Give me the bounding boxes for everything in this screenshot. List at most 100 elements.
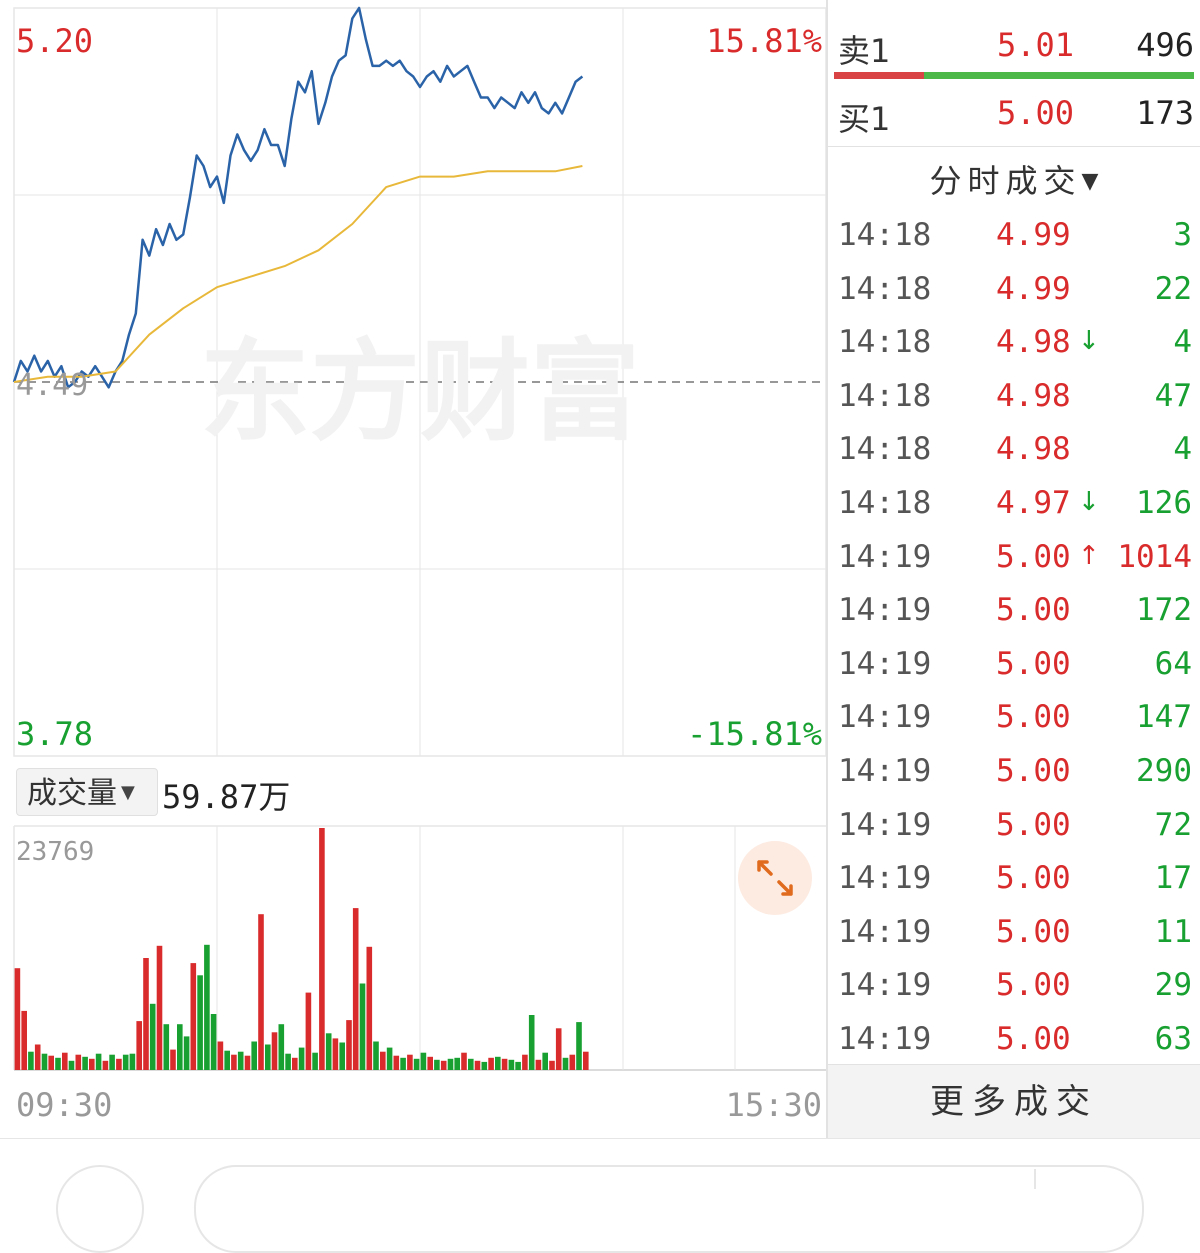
pct-max-label: 15.81% [706, 22, 822, 60]
volume-bar [366, 946, 373, 1070]
volume-bar [562, 1057, 569, 1070]
tick-volume: 3 [1173, 217, 1192, 253]
tick-time: 14:18 [838, 431, 932, 468]
tick-volume: 1014 [1117, 538, 1192, 575]
tick-row: 14:19 5.00 172 [828, 584, 1200, 637]
volume-bar [265, 1044, 271, 1070]
volume-bar [474, 1060, 481, 1070]
volume-bar [170, 1049, 176, 1070]
volume-bar [292, 1057, 298, 1070]
tick-row: 14:19 5.00 11 [828, 906, 1200, 959]
volume-max-label: 23769 [16, 837, 94, 867]
tick-price: 5.00 [996, 1021, 1071, 1057]
more-trades-button[interactable]: 更多成交 [828, 1064, 1200, 1139]
tick-time: 14:18 [838, 217, 932, 253]
triangle-down-icon: ▼ [121, 782, 135, 803]
tick-time: 14:19 [838, 699, 932, 736]
volume-bar [231, 1054, 237, 1070]
volume-bar [102, 1060, 109, 1070]
volume-bar [319, 828, 325, 1070]
volume-bar [332, 1038, 339, 1070]
price-line [12, 6, 584, 389]
volume-bar [14, 968, 21, 1070]
tick-volume: 290 [1136, 753, 1192, 789]
tick-price: 4.99 [996, 217, 1071, 253]
volume-indicator-selector[interactable]: 成交量 ▼ [16, 768, 158, 816]
volume-bar [197, 975, 203, 1070]
tick-volume: 126 [1136, 485, 1192, 521]
volume-bar [82, 1056, 88, 1070]
pct-min-label: -15.81% [687, 715, 822, 753]
tick-price: 5.00 [996, 913, 1071, 950]
tick-row: 14:19 5.00 63 [828, 1013, 1200, 1066]
volume-bar [109, 1054, 115, 1070]
volume-bar [190, 963, 197, 1070]
bottom-toolbar [0, 1138, 1200, 1253]
tick-row: 14:19 5.00 ↑ 1014 [828, 531, 1200, 584]
volume-bar [488, 1057, 494, 1070]
buy1-volume: 173 [1136, 94, 1194, 132]
triangle-down-icon: ▼ [1081, 169, 1099, 194]
volume-bar [555, 1028, 562, 1070]
volume-bar [68, 1060, 75, 1070]
volume-bar [440, 1060, 447, 1070]
price-max-label: 5.20 [16, 22, 93, 60]
volume-bar [28, 1051, 34, 1070]
tick-row: 14:18 4.99 22 [828, 263, 1200, 316]
volume-bar [149, 1003, 156, 1070]
tick-price: 5.00 [996, 645, 1071, 682]
volume-bar [183, 1036, 190, 1070]
volume-bar [41, 1053, 48, 1070]
volume-bar [278, 1024, 285, 1070]
tick-volume: 4 [1173, 324, 1192, 361]
tick-row: 14:18 4.98 ↓ 4 [828, 316, 1200, 369]
volume-indicator-label: 成交量 [27, 776, 117, 811]
tick-time: 14:19 [838, 645, 932, 682]
toolbar-input-field[interactable] [194, 1165, 1144, 1253]
tick-row: 14:19 5.00 17 [828, 852, 1200, 905]
tick-price: 4.98 [996, 377, 1071, 414]
volume-bar [434, 1059, 440, 1070]
tick-price: 5.00 [996, 592, 1071, 629]
sell-ratio-fill [834, 72, 924, 79]
tick-price: 4.97 [996, 485, 1071, 521]
volume-bar [528, 1015, 535, 1070]
tick-volume: 63 [1154, 1021, 1192, 1057]
expand-chart-button[interactable] [738, 841, 812, 915]
intraday-chart[interactable]: 东方财富 5.20 15.81% 4.49 3.78 -15.81% 23769 09:30 1… [0, 0, 828, 1138]
volume-bar [210, 1014, 217, 1070]
volume-bar [224, 1050, 230, 1070]
tick-row: 14:18 4.99 3 [828, 209, 1200, 262]
volume-bar [386, 1047, 393, 1070]
volume-bar [217, 1041, 224, 1070]
panel-divider [826, 0, 828, 1138]
buy1-label: 买1 [838, 100, 891, 138]
volume-bar [163, 1024, 170, 1070]
tick-row: 14:19 5.00 64 [828, 638, 1200, 691]
volume-bar [55, 1057, 61, 1070]
tick-price: 5.00 [996, 753, 1071, 789]
tick-time: 14:19 [838, 538, 932, 575]
volume-bar [339, 1042, 345, 1070]
tick-volume: 4 [1173, 431, 1192, 468]
volume-bar [122, 1054, 129, 1070]
volume-bar [508, 1059, 515, 1070]
volume-bar [116, 1058, 122, 1070]
volume-bar [481, 1061, 488, 1070]
tick-price: 4.99 [996, 270, 1071, 307]
tick-row: 14:18 4.98 4 [828, 423, 1200, 476]
side-separator [828, 146, 1200, 147]
volume-bar [285, 1053, 291, 1070]
volume-bar [522, 1054, 528, 1070]
volume-bar [447, 1058, 454, 1070]
volume-bar [352, 908, 359, 1070]
volume-bar [156, 945, 163, 1070]
toolbar-round-button[interactable] [56, 1165, 144, 1253]
intraday-chart-area[interactable]: 东方财富 5.20 15.81% 4.49 3.78 -15.81% 23769 09:30 1… [0, 0, 828, 1138]
time-start-label: 09:30 [16, 1086, 112, 1124]
volume-bar [177, 1024, 183, 1070]
tick-volume: 47 [1154, 377, 1192, 414]
tick-list-header[interactable]: 分时成交▼ [828, 156, 1200, 202]
tick-volume: 17 [1154, 860, 1192, 897]
volume-bar [583, 1051, 589, 1070]
